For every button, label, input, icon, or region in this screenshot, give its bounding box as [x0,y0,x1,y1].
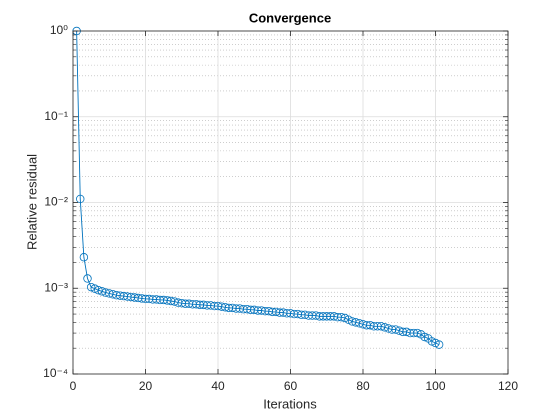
data-point [94,285,103,295]
y-tick-label: 10⁰ [50,23,68,37]
y-tick-label: 10⁻¹ [44,109,68,123]
x-tick-label: 0 [70,379,77,393]
data-point [86,282,96,292]
y-tick-label: 10⁻² [44,195,68,209]
marks [72,26,444,349]
data-point [90,284,99,293]
x-tick-label: 100 [425,379,445,393]
data-point [434,340,444,349]
y-axis-label: Relative residual [24,154,39,250]
chart-title: Convergence [249,10,331,25]
data-point [337,312,346,322]
x-tick-label: 120 [498,379,518,393]
data-point [427,337,437,346]
data-point [83,274,92,283]
x-tick-label: 80 [356,379,370,393]
x-tick-label: 40 [211,379,225,393]
ticks: 10⁻⁴ 10⁻³ 10⁻² 10⁻¹ 10⁰ 0 20 40 60 80 100 120 [43,23,518,393]
x-tick-label: 20 [139,379,153,393]
x-tick-label: 60 [284,379,298,393]
y-tick-label: 10⁻³ [44,280,68,294]
data-point [79,253,89,262]
data-point [413,328,422,338]
data-point [431,338,440,348]
x-axis-label: Iterations [263,396,317,411]
data-point [420,332,429,342]
y-tick-label: 10⁻⁴ [43,366,68,380]
data-point [76,194,85,204]
